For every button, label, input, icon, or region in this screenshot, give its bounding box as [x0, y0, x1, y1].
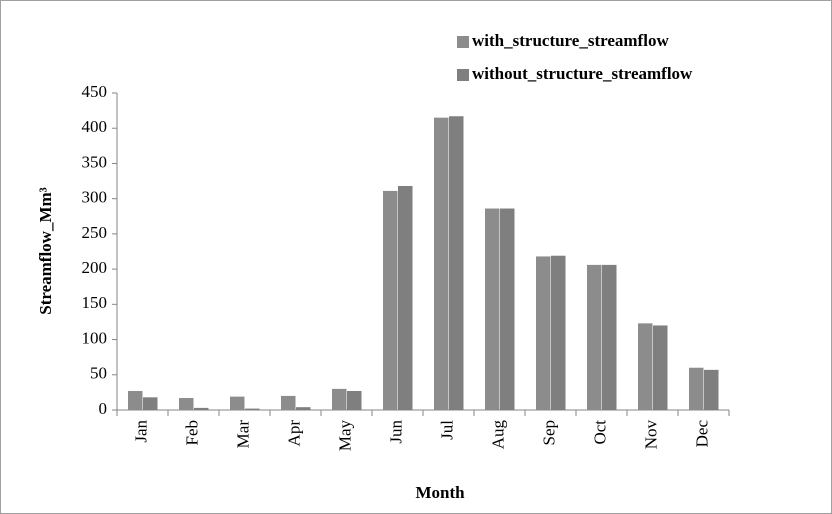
bar: [602, 264, 617, 410]
bar: [398, 185, 413, 410]
bar: [347, 390, 362, 410]
x-tick-label: Jul: [437, 420, 456, 440]
legend-label: with_structure_streamflow: [472, 31, 669, 50]
bar: [704, 369, 719, 410]
bar: [383, 190, 398, 410]
bar: [128, 390, 143, 410]
bar: [230, 396, 245, 410]
y-tick-label: 250: [82, 223, 108, 242]
x-tick-label: Jan: [131, 420, 150, 443]
x-tick-label: Jun: [386, 420, 405, 444]
y-tick-label: 400: [82, 117, 108, 136]
legend-swatch: [457, 36, 469, 48]
x-tick-label: Aug: [488, 420, 507, 450]
bar: [179, 398, 194, 410]
bar: [689, 367, 704, 410]
x-tick-label: May: [335, 420, 354, 452]
bar: [281, 395, 296, 410]
bar: [449, 116, 464, 410]
bar: [434, 117, 449, 411]
bar: [332, 388, 347, 410]
y-tick-label: 300: [82, 188, 108, 207]
bar: [245, 408, 260, 410]
legend-label: without_structure_streamflow: [472, 64, 693, 83]
bar: [296, 407, 311, 410]
legend-swatch: [457, 69, 469, 81]
y-tick-label: 200: [82, 258, 108, 277]
bar: [587, 264, 602, 410]
x-axis-title: Month: [415, 483, 465, 502]
x-tick-label: Mar: [233, 420, 252, 449]
x-tick-label: Feb: [182, 420, 201, 446]
y-tick-label: 50: [90, 364, 107, 383]
y-tick-label: 0: [99, 399, 108, 418]
y-tick-label: 350: [82, 152, 108, 171]
y-axis-title: Streamflow_Mm³: [36, 187, 55, 315]
bar: [500, 208, 515, 410]
x-tick-label: Nov: [641, 420, 660, 450]
y-tick-label: 100: [82, 328, 108, 347]
x-tick-label: Oct: [590, 420, 609, 445]
x-tick-label: Dec: [692, 420, 711, 448]
y-tick-label: 450: [82, 82, 108, 101]
x-tick-label: Apr: [284, 420, 303, 447]
bar: [638, 323, 653, 410]
bar: [536, 256, 551, 410]
bar: [194, 407, 209, 410]
bar: [143, 397, 158, 410]
bar: [485, 208, 500, 410]
bar: [653, 325, 668, 410]
bar: [551, 255, 566, 410]
x-tick-label: Sep: [539, 420, 558, 446]
y-tick-label: 150: [82, 293, 108, 312]
